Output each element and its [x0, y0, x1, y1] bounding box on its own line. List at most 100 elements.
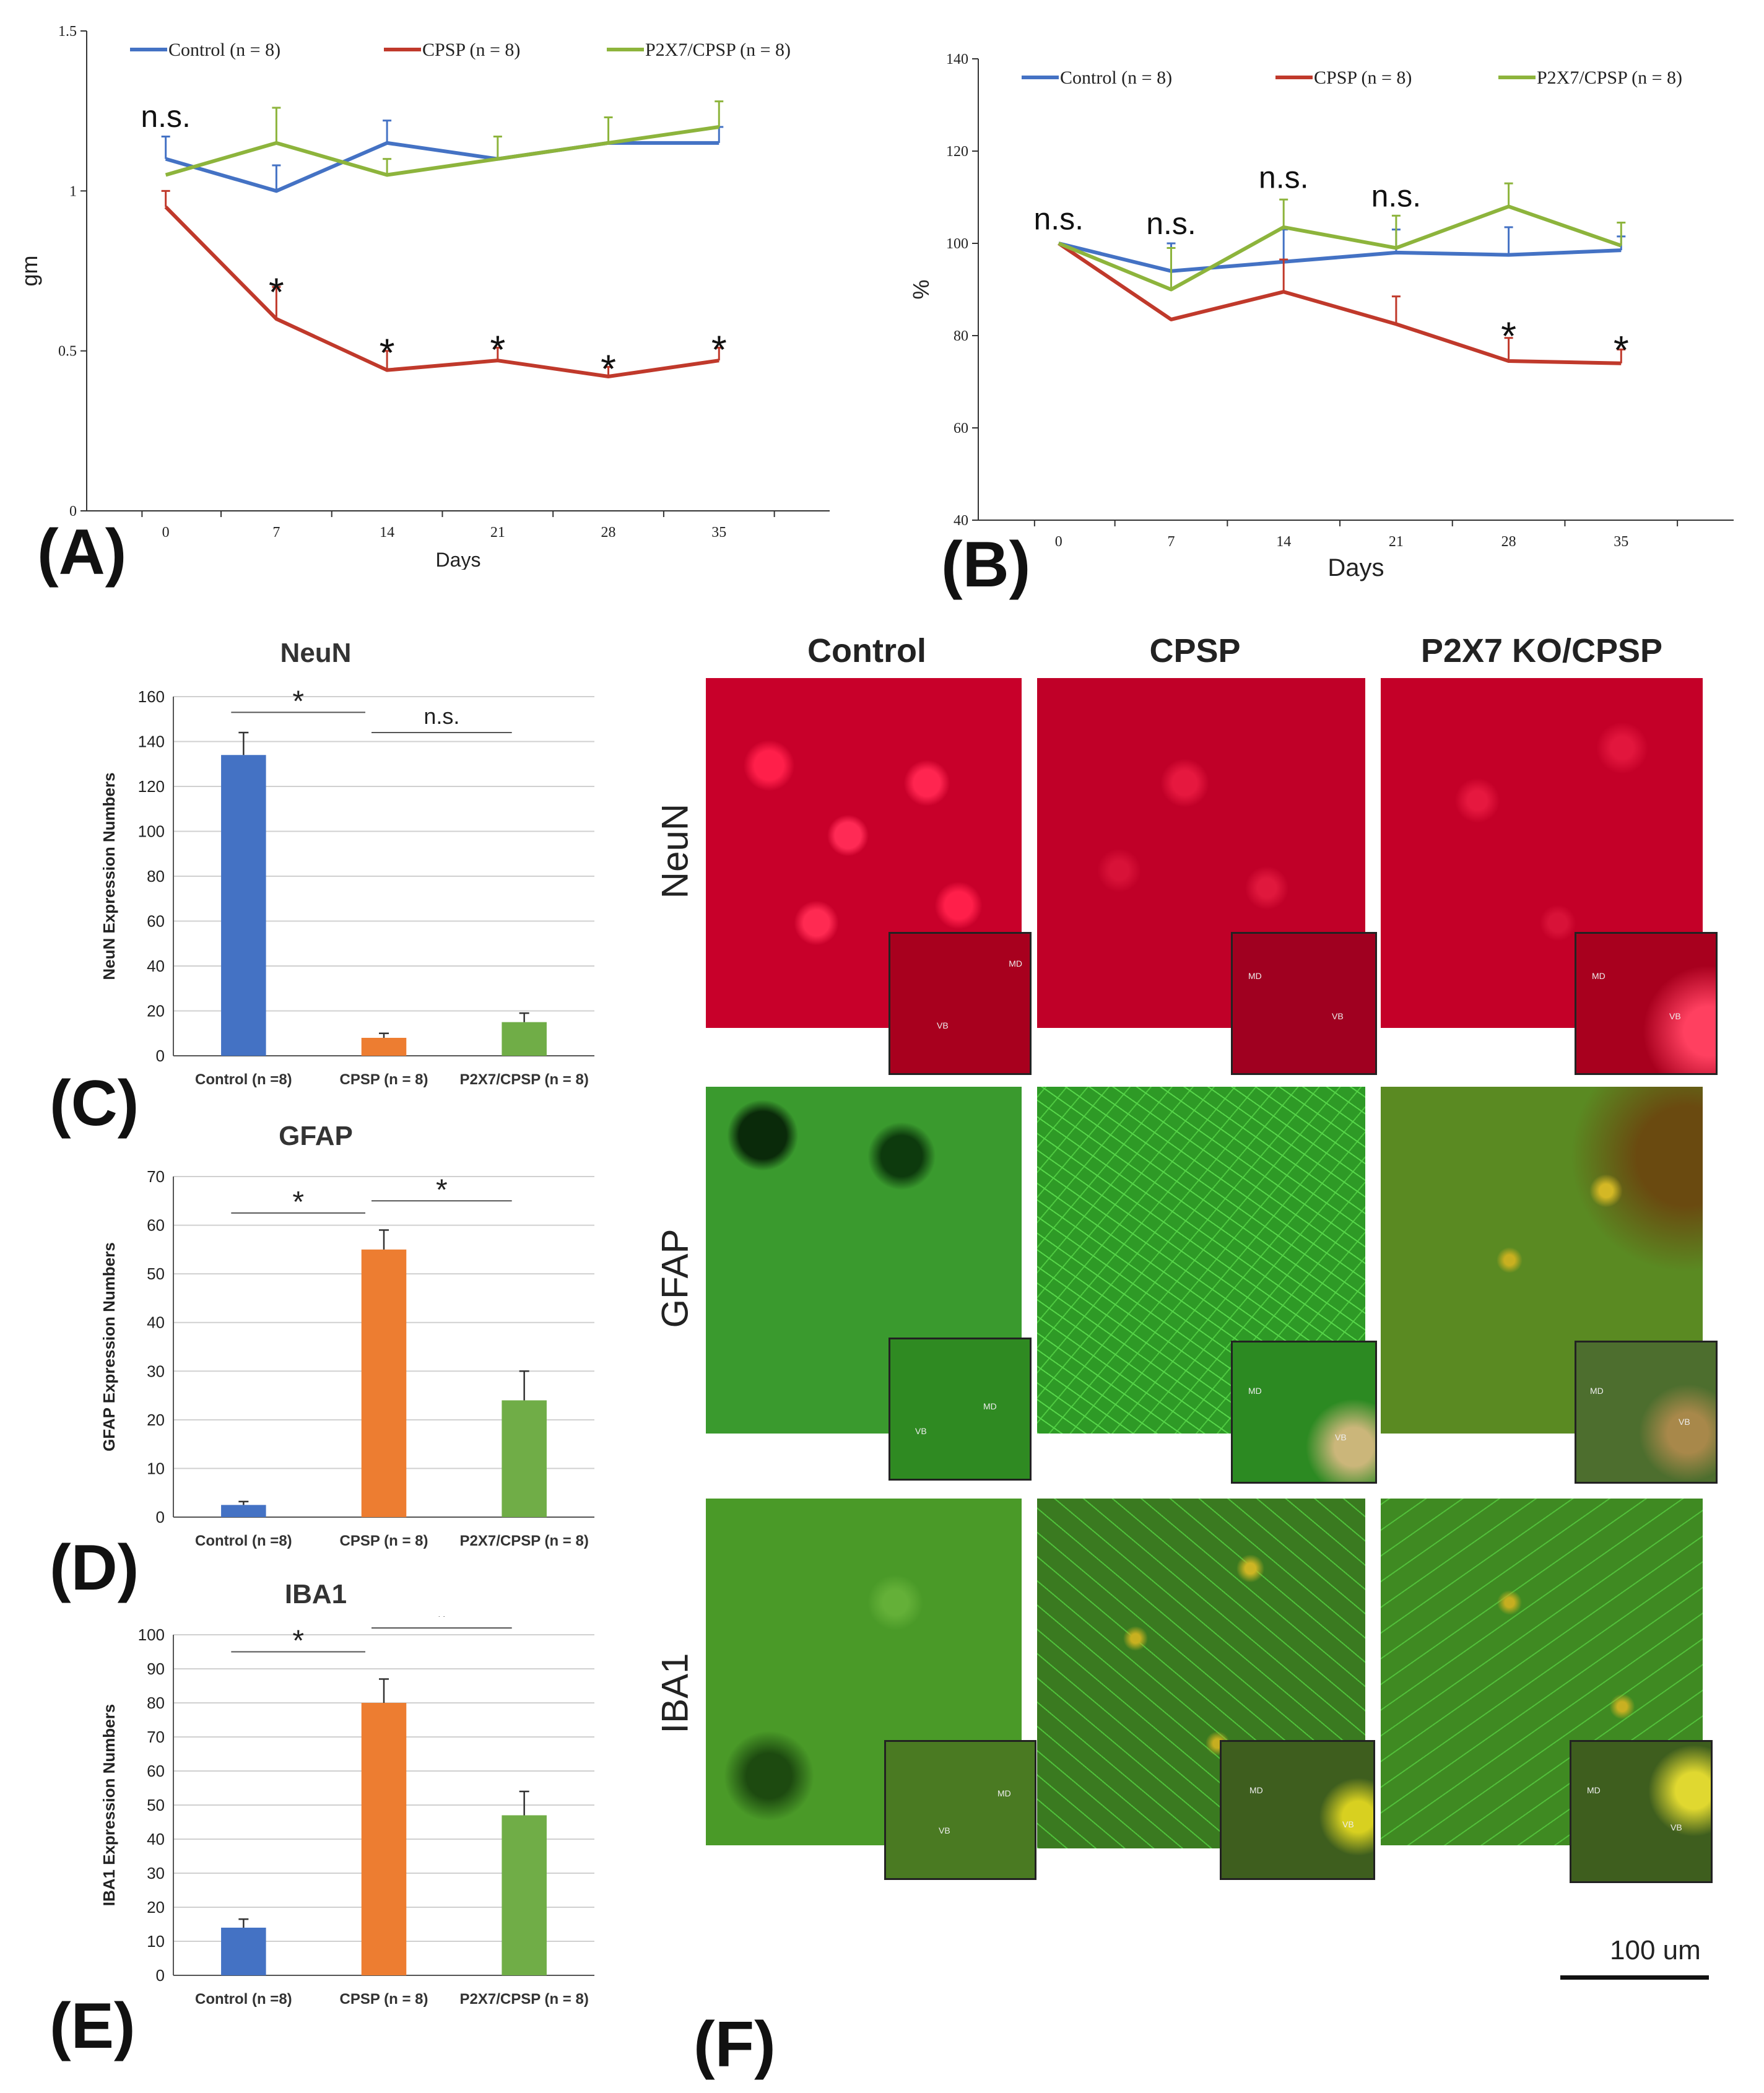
y-tick-label: 50: [147, 1264, 165, 1283]
y-tick-label: 0: [156, 1508, 165, 1526]
inset-iba1-p2x7: MD VB: [1570, 1740, 1713, 1883]
inset-label-vb: VB: [1669, 1011, 1681, 1021]
y-tick-label: 10: [147, 1932, 165, 1951]
series-line: [165, 141, 719, 193]
inset-neun-cpsp: MD VB: [1231, 932, 1377, 1075]
inset-label-md: MD: [1248, 1386, 1262, 1396]
x-tick-label: CPSP (n = 8): [340, 1533, 428, 1549]
panel-label-b: (B): [941, 529, 1031, 601]
y-tick-label: 1: [69, 183, 77, 199]
legend-entry: P2X7/CPSP (n = 8): [1537, 67, 1682, 88]
inset-label-vb: VB: [1671, 1822, 1682, 1832]
x-tick-label: 21: [490, 524, 505, 541]
x-tick-label: 14: [380, 524, 394, 541]
y-tick-label: 1.5: [58, 24, 77, 40]
y-tick-label: 30: [147, 1864, 165, 1882]
x-tick-label: 28: [1501, 534, 1516, 550]
y-tick-label: 10: [147, 1459, 165, 1477]
y-tick-label: 0: [156, 1966, 165, 1985]
bar: [502, 1815, 547, 1975]
row-header-iba1: IBA1: [654, 1653, 696, 1734]
y-tick-label: 50: [147, 1796, 165, 1814]
x-tick-label: 7: [272, 524, 280, 541]
x-tick-label: 28: [601, 524, 616, 541]
inset-label-md: MD: [997, 1788, 1011, 1798]
line-chart-a: 0 0.5 1 1.5 0 7 14 21 28 35 Days gm Control (n = 8) C…: [25, 24, 830, 570]
x-tick-label: 35: [711, 524, 726, 541]
panel-label-c: (C): [50, 1068, 139, 1139]
x-tick-label: P2X7/CPSP (n = 8): [460, 1533, 589, 1549]
inset-label-vb: VB: [1679, 1417, 1690, 1427]
row-header-gfap: GFAP: [654, 1229, 696, 1328]
x-tick-label: Control (n =8): [195, 1991, 292, 2008]
x-tick-label: 0: [162, 524, 170, 541]
panel-label-a: (A): [37, 516, 127, 588]
significance-label: *: [436, 1173, 448, 1206]
panel-label-e: (E): [50, 1990, 136, 2062]
y-tick-label: 100: [138, 1625, 165, 1644]
series-line: [1058, 204, 1622, 292]
inset-gfap-control: MD VB: [889, 1338, 1032, 1481]
significance-label: *: [601, 346, 616, 391]
inset-label-vb: VB: [915, 1426, 927, 1436]
x-tick-label: P2X7/CPSP (n = 8): [460, 1991, 589, 2008]
panel-label-f: (F): [693, 2009, 776, 2081]
chart-title-e: IBA1: [284, 1579, 347, 1609]
inset-label-vb: VB: [1332, 1011, 1344, 1021]
y-axis-label: NeuN Expression Numbers: [100, 772, 118, 980]
bar: [502, 1022, 547, 1056]
y-tick-label: 90: [147, 1660, 165, 1678]
scale-bar-label: 100 um: [1610, 1935, 1701, 1965]
legend-entry: Control (n = 8): [1060, 67, 1172, 88]
significance-label: *: [269, 269, 284, 314]
inset-gfap-p2x7: MD VB: [1575, 1341, 1718, 1484]
y-tick-label: 60: [147, 912, 165, 931]
x-tick-label: CPSP (n = 8): [340, 1991, 428, 2008]
y-tick-label: 60: [147, 1762, 165, 1780]
inset-gfap-cpsp: MD VB: [1231, 1341, 1377, 1484]
y-tick-label: 40: [147, 1313, 165, 1332]
y-tick-label: 40: [147, 957, 165, 975]
y-axis-label: %: [908, 279, 934, 299]
y-tick-label: 100: [946, 236, 968, 252]
inset-label-vb: VB: [1335, 1432, 1347, 1442]
y-tick-label: 30: [147, 1362, 165, 1380]
y-tick-label: 100: [138, 822, 165, 841]
y-tick-label: 120: [138, 777, 165, 796]
chart-title-c: NeuN: [280, 638, 352, 668]
significance-label: *: [436, 1616, 448, 1634]
bar: [502, 1400, 547, 1517]
significance-label: n.s.: [141, 99, 191, 134]
significance-label: *: [292, 1186, 304, 1219]
column-header-control: Control: [807, 632, 926, 669]
inset-label-vb: VB: [1342, 1819, 1354, 1829]
series-line: [1058, 242, 1622, 365]
significance-label: *: [292, 1625, 304, 1658]
y-tick-label: 120: [946, 144, 968, 160]
significance-label: *: [380, 331, 395, 375]
y-axis-label: GFAP Expression Numbers: [100, 1242, 118, 1451]
inset-label-vb: VB: [939, 1825, 950, 1835]
x-axis-label: Days: [1327, 554, 1384, 581]
y-tick-label: 80: [147, 1694, 165, 1712]
significance-label: *: [1501, 314, 1516, 359]
bar: [221, 1928, 266, 1975]
inset-label-md: MD: [1592, 971, 1605, 981]
significance-label: n.s.: [424, 703, 459, 729]
y-tick-label: 40: [954, 513, 968, 529]
inset-label-md: MD: [1587, 1785, 1601, 1795]
y-tick-label: 160: [138, 687, 165, 706]
x-tick-label: 0: [1055, 534, 1062, 550]
inset-label-md: MD: [1248, 971, 1262, 981]
bar-chart-c: 0 20 40 60 80 100 120 140 160 Control (n =8) CPSP …: [100, 685, 594, 1088]
y-tick-label: 0: [156, 1046, 165, 1065]
x-tick-label: Control (n =8): [195, 1533, 292, 1549]
inset-label-vb: VB: [937, 1020, 949, 1030]
significance-label: n.s.: [1146, 206, 1196, 241]
significance-label: *: [711, 327, 727, 372]
y-tick-label: 20: [147, 1898, 165, 1917]
series-line: [1058, 242, 1622, 273]
y-tick-label: 60: [954, 420, 968, 437]
significance-label: *: [490, 327, 505, 372]
y-tick-label: 70: [147, 1728, 165, 1746]
